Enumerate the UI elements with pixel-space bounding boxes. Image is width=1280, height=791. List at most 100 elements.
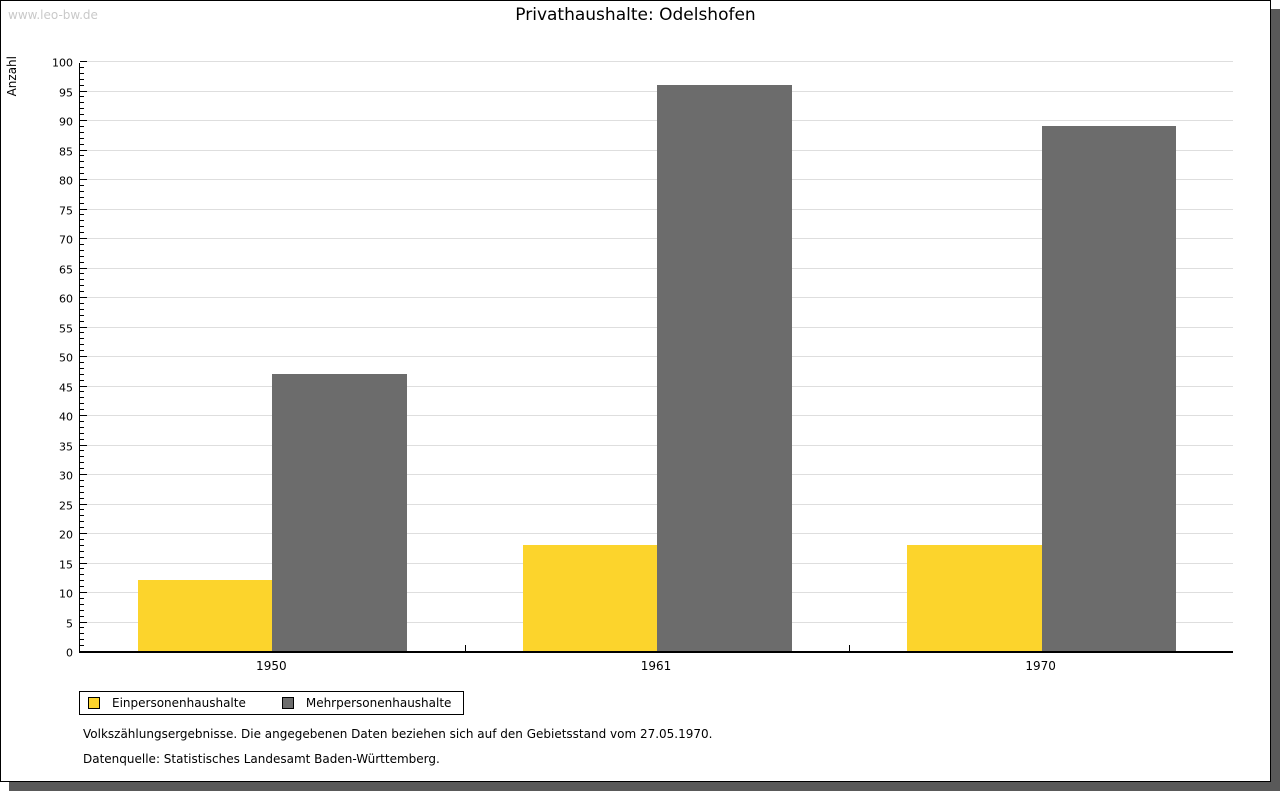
y-tick-minor: [80, 84, 84, 86]
gridline: [80, 326, 1233, 328]
y-tick-label: 25: [59, 499, 73, 512]
y-tick-minor: [80, 243, 84, 245]
legend-item: Einpersonenhaushalte: [88, 696, 246, 710]
y-tick-label: 30: [59, 469, 73, 483]
y-tick-minor: [80, 609, 84, 611]
y-tick-minor: [80, 102, 84, 104]
y-tick-major: [80, 238, 87, 239]
y-tick-label: 70: [59, 233, 73, 247]
y-tick-minor: [80, 544, 84, 546]
y-tick-minor: [80, 220, 84, 222]
y-tick-label: 90: [59, 115, 73, 129]
y-tick-major: [80, 444, 87, 446]
y-tick-minor: [80, 279, 84, 281]
y-tick-minor: [80, 131, 84, 133]
y-tick-minor: [80, 420, 84, 422]
y-tick-minor: [80, 285, 84, 287]
legend-swatch-icon: [281, 697, 294, 709]
y-tick-major: [80, 415, 87, 416]
y-tick-minor: [80, 66, 84, 68]
x-tick-label: 1950: [256, 659, 287, 673]
y-tick-label: 15: [59, 558, 73, 571]
gridline: [80, 533, 1233, 534]
y-tick-minor: [80, 580, 84, 582]
y-tick-major: [80, 208, 87, 210]
y-tick-label: 85: [59, 145, 73, 158]
y-tick-minor: [80, 615, 84, 617]
y-tick-minor: [80, 397, 84, 399]
chart-title: Privathaushalte: Odelshofen: [515, 5, 756, 25]
y-tick-minor: [80, 509, 84, 511]
y-tick-minor: [80, 450, 84, 452]
y-tick-minor: [80, 344, 84, 346]
y-tick-minor: [80, 645, 84, 647]
y-tick-minor: [80, 78, 84, 80]
y-tick-major: [80, 267, 87, 269]
y-tick-minor: [80, 196, 84, 198]
y-tick-minor: [80, 143, 84, 145]
y-tick-major: [80, 61, 87, 62]
y-tick-minor: [80, 373, 84, 375]
y-tick-minor: [80, 367, 84, 369]
y-tick-major: [80, 621, 87, 623]
watermark-text: www.leo-bw.de: [8, 8, 98, 22]
y-tick-label: 50: [59, 351, 73, 365]
y-tick-minor: [80, 426, 84, 428]
legend-label: Einpersonenhaushalte: [112, 696, 246, 710]
y-tick-major: [80, 90, 87, 92]
y-tick-minor: [80, 226, 84, 228]
y-tick-minor: [80, 438, 84, 440]
y-tick-label: 0: [66, 646, 73, 660]
y-tick-minor: [80, 173, 84, 175]
y-tick-minor: [80, 184, 84, 186]
y-tick-major: [80, 120, 87, 121]
y-tick-minor: [80, 491, 84, 493]
y-tick-minor: [80, 108, 84, 110]
y-tick-minor: [80, 361, 84, 363]
y-tick-label: 35: [59, 440, 73, 453]
y-tick-minor: [80, 308, 84, 310]
y-tick-minor: [80, 556, 84, 558]
gridline: [80, 149, 1233, 151]
footnote-source-note: Volkszählungsergebnisse. Die angegebenen…: [83, 727, 713, 741]
y-tick-minor: [80, 409, 84, 411]
chart-legend: Einpersonenhaushalte Mehrpersonenhaushalt…: [79, 691, 465, 715]
gridline: [80, 474, 1233, 475]
y-tick-minor: [80, 261, 84, 263]
y-tick-minor: [80, 114, 84, 116]
gridline: [80, 179, 1233, 180]
y-tick-minor: [80, 332, 84, 334]
y-tick-minor: [80, 639, 84, 641]
y-tick-major: [80, 503, 87, 505]
y-tick-label: 5: [66, 617, 73, 630]
y-tick-minor: [80, 403, 84, 405]
y-tick-minor: [80, 515, 84, 517]
y-tick-minor: [80, 161, 84, 163]
y-tick-minor: [80, 550, 84, 552]
y-tick-minor: [80, 314, 84, 316]
y-tick-label: 95: [59, 86, 73, 99]
y-tick-minor: [80, 155, 84, 157]
gridline: [80, 385, 1233, 387]
plot-area: [79, 61, 1233, 653]
y-tick-minor: [80, 379, 84, 381]
y-tick-label: 20: [59, 528, 73, 542]
y-tick-minor: [80, 497, 84, 499]
y-tick-minor: [80, 479, 84, 481]
y-tick-minor: [80, 456, 84, 458]
y-tick-minor: [80, 72, 84, 74]
y-tick-minor: [80, 338, 84, 340]
y-tick-label: 65: [59, 263, 73, 276]
x-tick-label: 1961: [640, 659, 672, 673]
y-tick-minor: [80, 202, 84, 204]
y-tick-minor: [80, 291, 84, 293]
y-tick-minor: [80, 214, 84, 216]
bar-einpersonenhaushalte-1961: [522, 544, 657, 651]
y-tick-minor: [80, 521, 84, 523]
y-tick-minor: [80, 597, 84, 599]
y-tick-minor: [80, 255, 84, 257]
y-tick-minor: [80, 273, 84, 275]
gridline: [80, 208, 1233, 210]
y-tick-major: [80, 326, 87, 328]
